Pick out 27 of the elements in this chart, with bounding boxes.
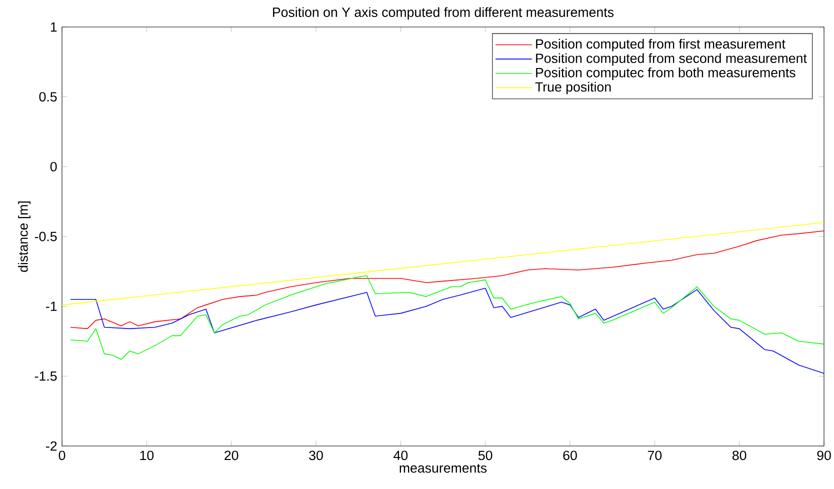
- y-tick-label: -2: [46, 441, 57, 451]
- line-series: [70, 230, 824, 330]
- x-tick-label: 80: [732, 450, 746, 460]
- y-tick-label: 0.5: [39, 92, 57, 102]
- x-tick-label: 70: [648, 450, 662, 460]
- y-tick-label: -1: [46, 302, 57, 311]
- legend-label: Position computec from both measurements: [536, 68, 796, 80]
- x-tick-label: 40: [394, 450, 408, 460]
- x-tick-label: 10: [140, 450, 154, 460]
- x-tick-label: 30: [309, 450, 323, 460]
- y-tick-label: 0: [50, 162, 57, 172]
- legend-label: True position: [535, 82, 611, 94]
- line-series: [70, 288, 824, 374]
- legend-label: Position computed from first measurement: [536, 38, 786, 52]
- line-series: [70, 275, 824, 360]
- y-tick-label: -1.5: [34, 372, 57, 381]
- legend-label: Position computed from second measurement: [536, 53, 807, 66]
- x-tick-label: 0: [58, 450, 66, 460]
- y-tick-label: 1: [50, 22, 57, 32]
- x-tick-label: 90: [817, 450, 831, 460]
- y-axis-title: distance [m]: [18, 202, 30, 272]
- x-tick-label: 20: [224, 450, 238, 460]
- chart-title: Position on Y axis computed from different measurements: [273, 7, 614, 20]
- x-tick-label: 50: [478, 450, 492, 460]
- x-tick-label: 60: [563, 450, 577, 460]
- y-tick-label: -0.5: [34, 232, 57, 242]
- x-axis-title: measurements: [400, 464, 487, 473]
